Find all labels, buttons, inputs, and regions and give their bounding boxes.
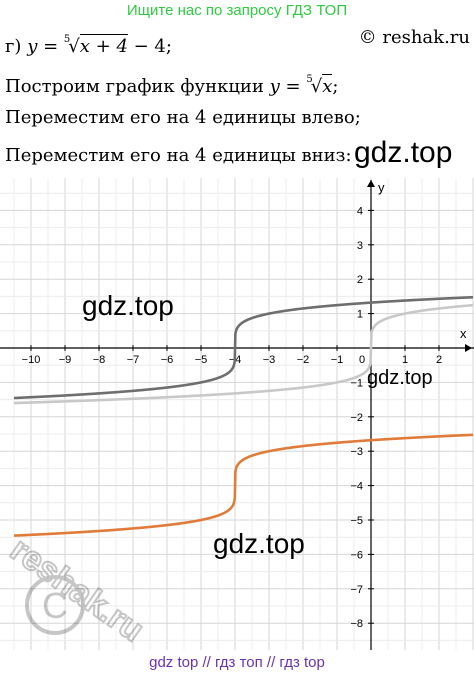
curve-series-3 <box>13 433 474 537</box>
problem-label: г) <box>5 36 22 57</box>
curve-series-1 <box>13 303 474 405</box>
x-tick-label: −9 <box>59 354 72 366</box>
watermark-gdz-top-2: gdz.top <box>82 290 174 321</box>
footer-banner[interactable]: gdz top // гдз топ // гдз top <box>149 654 325 671</box>
y-tick-label: −8 <box>350 618 363 630</box>
seal-circle <box>25 575 85 635</box>
x-tick-label: 2 <box>436 354 442 366</box>
root-index: 5 <box>63 34 71 45</box>
radical-sign: √ <box>68 36 80 57</box>
y-tick-label: −2 <box>350 412 363 424</box>
x-axis-label: x <box>460 326 467 341</box>
x-tick-label: −1 <box>331 354 344 366</box>
y-tick-label: −4 <box>350 481 363 493</box>
radicand: x + 4 <box>79 34 128 57</box>
y-tick-label: −7 <box>350 584 363 596</box>
axes: xy <box>0 180 474 650</box>
y-axis-arrow <box>367 180 375 187</box>
reshak-seal-watermark: C reshak.ru <box>2 529 151 650</box>
curves <box>13 295 474 537</box>
y-tick-label: −5 <box>350 515 363 527</box>
y-tick-label: 3 <box>357 240 363 252</box>
y-tick-label: 2 <box>357 274 363 286</box>
y-tick-label: −1 <box>350 377 363 389</box>
seal-text: reshak.ru <box>3 530 150 649</box>
seal-c-letter: C <box>42 585 68 626</box>
step1-radical-sign: √ <box>310 76 323 97</box>
x-tick-label: −5 <box>195 354 208 366</box>
watermark-gdz-top-3: gdz.top <box>367 367 433 389</box>
x-axis-arrow <box>465 344 472 352</box>
curve-series-2 <box>13 295 474 400</box>
y-tick-label: −6 <box>350 549 363 561</box>
y-tick-label: 1 <box>357 309 363 321</box>
step1-root-index: 5 <box>306 74 313 85</box>
x-tick-label: −6 <box>161 354 174 366</box>
x-tick-label: 1 <box>402 354 408 366</box>
x-tick-label: −2 <box>297 354 310 366</box>
step1-end: ; <box>332 76 339 97</box>
y-tick-label: 4 <box>357 205 363 217</box>
step3-text: Переместим его на 4 единицы вниз: <box>5 145 352 166</box>
step1-lhs: y = <box>269 76 301 97</box>
x-tick-label: −7 <box>127 354 140 366</box>
watermark-gdz-top-4: gdz.top <box>213 528 305 559</box>
search-banner[interactable]: Ищите нас по запросу ГДЗ ТОП <box>126 2 348 19</box>
copyright-text: © reshak.ru <box>358 27 470 48</box>
tick-labels: −10 −9 −8 −7 −6 −5 −4 −3 −2 −1 0 1 2−8−7−6−5−4−3−2−1… <box>22 205 442 630</box>
step1-line: Построим график функции y = 5√x; <box>5 66 338 101</box>
watermark-gdz-top-1: gdz.top <box>354 136 453 169</box>
step2-text: Переместим его на 4 единицы влево; <box>5 107 361 128</box>
x-tick-label: −3 <box>263 354 276 366</box>
x-tick-label: −10 <box>22 354 41 366</box>
grid-lines <box>0 178 474 650</box>
x-tick-label: −8 <box>93 354 106 366</box>
function-graph: xy −10 −9 −8 −7 −6 −5 −4 −3 −2 −1 0 1 2−8−7−6−5−4−3−… <box>0 178 474 650</box>
formula-tail: − 4; <box>127 36 172 57</box>
problem-formula: г) y = 5√x + 4 − 4; <box>5 26 172 61</box>
x-tick-label: 0 <box>359 354 365 366</box>
step1-radicand: x <box>322 74 333 97</box>
y-tick-label: −3 <box>350 446 363 458</box>
y-axis-label: y <box>378 180 385 195</box>
step1-text: Построим график функции <box>5 76 270 97</box>
formula-lhs: y = <box>27 36 59 57</box>
